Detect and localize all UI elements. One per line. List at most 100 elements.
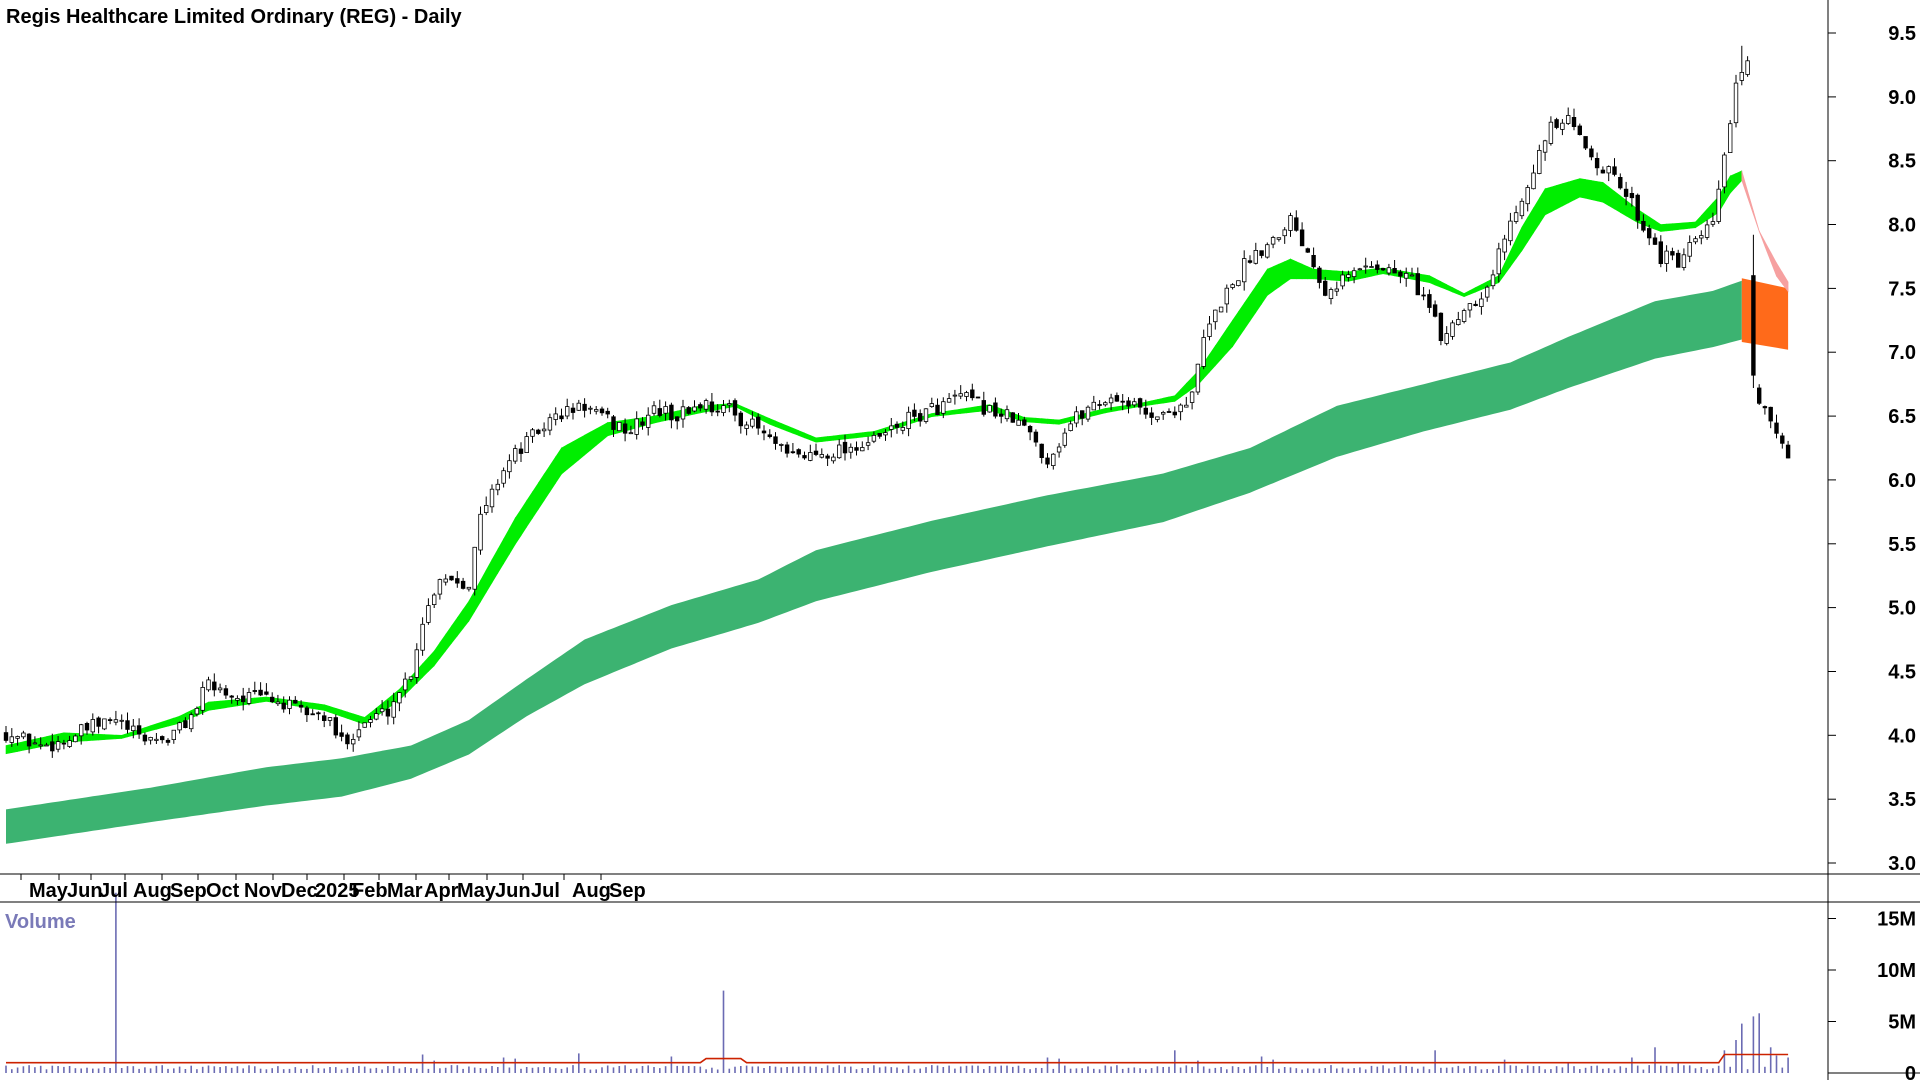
candle	[657, 408, 662, 416]
candle	[119, 719, 124, 722]
short-ma-band-segment	[861, 431, 869, 438]
candle	[686, 407, 691, 414]
candle	[460, 580, 466, 589]
candle	[1143, 407, 1148, 415]
short-ma-band-segment	[335, 707, 342, 717]
candle	[229, 695, 234, 698]
short-ma-band-segment	[1220, 327, 1228, 360]
candle	[744, 424, 749, 429]
candle	[692, 406, 697, 412]
y-tick-label: 4.5	[1888, 662, 1916, 684]
candle	[495, 483, 500, 491]
candle	[802, 455, 807, 459]
candle	[756, 416, 761, 429]
candle	[999, 413, 1004, 417]
candle	[1554, 119, 1559, 128]
short-ma-band-segment	[1168, 395, 1176, 403]
short-ma-band-segment	[775, 420, 782, 430]
short-ma-band-segment	[1515, 226, 1523, 260]
candle	[374, 713, 379, 720]
candle	[1745, 60, 1750, 75]
candle	[489, 488, 495, 508]
x-tick-label: Nov	[244, 880, 283, 902]
candle	[1774, 422, 1779, 434]
x-tick-label: Oct	[206, 880, 240, 902]
short-ma-band-segment	[1041, 418, 1048, 424]
short-ma-band-segment	[653, 414, 661, 424]
y-tick-label: 8.5	[1888, 151, 1916, 173]
short-ma-band-segment	[491, 548, 499, 584]
short-ma-band-segment	[1209, 344, 1216, 373]
candle	[402, 678, 408, 691]
short-ma-band-segment	[156, 721, 163, 730]
candle	[912, 409, 917, 417]
y-tick-label: 8.0	[1888, 215, 1916, 237]
candle	[194, 708, 200, 715]
short-ma-band-segment	[1701, 208, 1708, 225]
candle	[842, 441, 848, 454]
candle	[1375, 264, 1380, 270]
short-ma-band-segment	[514, 508, 522, 546]
candle	[900, 427, 905, 431]
x-tick-label: May	[29, 880, 69, 902]
short-ma-band-segment	[1232, 310, 1239, 348]
short-ma-band-segment	[1261, 268, 1268, 305]
candle	[235, 698, 240, 701]
short-ma-band-segment	[17, 741, 24, 752]
candle	[680, 406, 686, 420]
candle	[102, 718, 107, 730]
candle	[750, 418, 755, 427]
short-ma-band-segment	[555, 446, 562, 484]
short-ma-band-segment	[966, 406, 973, 414]
candle	[9, 736, 14, 743]
candle	[784, 444, 790, 454]
short-ma-band-segment	[341, 709, 348, 719]
candle	[159, 736, 165, 741]
short-ma-band-segment	[1753, 210, 1760, 232]
candle	[1652, 237, 1658, 245]
candle	[1571, 117, 1577, 128]
candle	[136, 725, 142, 735]
candle	[223, 688, 229, 696]
candle	[420, 623, 425, 651]
candle	[345, 734, 350, 745]
candle	[96, 717, 101, 727]
volume-plot: Volume	[5, 892, 1789, 1073]
candle	[1485, 286, 1490, 298]
candle	[142, 734, 148, 742]
candle	[1178, 404, 1183, 413]
candle	[1548, 121, 1554, 144]
short-ma-band-segment	[1741, 170, 1748, 198]
candle	[1502, 238, 1507, 253]
short-ma-band-segment	[809, 434, 817, 443]
candle	[1386, 267, 1392, 274]
short-ma-band-segment	[422, 656, 429, 678]
candle	[1334, 288, 1339, 292]
short-ma-band-segment	[1591, 180, 1598, 202]
candle	[1247, 260, 1253, 263]
candle	[970, 389, 975, 399]
short-ma-band-segment	[595, 425, 603, 447]
candle	[715, 410, 720, 413]
short-ma-band-segment	[1290, 258, 1297, 280]
candle	[426, 605, 431, 623]
candle	[819, 454, 824, 458]
short-ma-band-segment	[312, 702, 319, 710]
candle	[738, 412, 743, 427]
candle	[854, 447, 859, 451]
candle	[327, 717, 333, 721]
candle	[212, 681, 217, 691]
short-ma-band-segment	[503, 527, 510, 565]
short-ma-band-segment	[1249, 285, 1257, 322]
candle	[269, 696, 275, 703]
candle	[107, 719, 113, 721]
candle	[1513, 212, 1519, 222]
candle	[217, 687, 223, 691]
candle	[553, 413, 558, 420]
candle	[559, 415, 564, 420]
short-ma-band-segment	[445, 625, 452, 652]
candle	[975, 396, 981, 399]
short-ma-band-segment	[1093, 409, 1100, 417]
candle	[449, 575, 454, 581]
short-ma-band-segment	[1672, 222, 1679, 231]
